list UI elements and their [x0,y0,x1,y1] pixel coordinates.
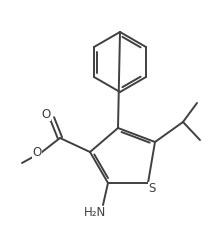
Text: S: S [148,183,156,196]
Text: O: O [32,145,42,158]
Text: H₂N: H₂N [84,207,106,220]
Text: O: O [41,107,51,120]
